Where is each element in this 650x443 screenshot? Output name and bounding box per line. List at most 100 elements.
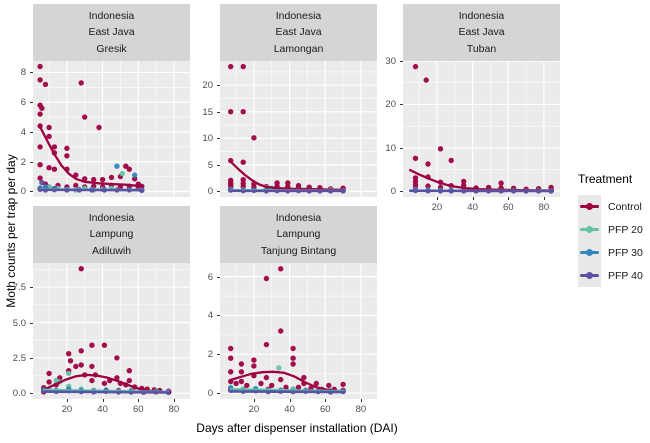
x-tick-mark — [508, 197, 510, 200]
y-tick-mark — [30, 131, 33, 133]
y-tick-mark — [217, 393, 220, 395]
x-tick-mark — [436, 197, 438, 200]
legend-key-pfp30 — [578, 241, 601, 264]
strip-label: East Java — [88, 26, 135, 39]
legend-key-pfp20 — [578, 218, 601, 241]
x-tick-mark — [102, 399, 104, 402]
strip-label: Indonesia — [88, 10, 135, 23]
facet-strip-lamongan: Indonesia East Java Lamongan — [220, 4, 377, 61]
strip-label: Adiluwih — [91, 244, 132, 257]
x-tick-label: 60 — [502, 202, 514, 213]
x-tick-mark — [360, 399, 362, 402]
x-tick-mark — [253, 399, 255, 402]
y-tick-mark — [30, 287, 33, 289]
y-tick-label: 2 — [207, 349, 213, 361]
y-tick-label: 20 — [385, 99, 396, 111]
y-tick-label: 0.0 — [12, 388, 26, 400]
strip-label: Indonesia — [275, 10, 322, 23]
x-axis-title: Days after dispenser installation (DAI) — [196, 421, 398, 435]
legend-item-pfp30: PFP 30 — [578, 241, 650, 264]
y-tick-label: 2 — [20, 156, 26, 168]
facet-panel-gresik — [33, 61, 190, 197]
facet-strip-adiluwih: Indonesia Lampung Adiluwih — [33, 206, 190, 263]
point-glyph-icon — [586, 203, 593, 210]
facet-strip-tanjung-bintang: Indonesia Lampung Tanjung Bintang — [220, 206, 377, 263]
x-tick-label: 60 — [319, 404, 331, 415]
y-tick-label: 10 — [385, 142, 396, 154]
legend-key-pfp40 — [578, 264, 601, 287]
x-tick-label: 20 — [61, 404, 73, 415]
y-tick-mark — [217, 138, 220, 140]
smooth-line-control — [42, 373, 172, 394]
legend-label: PFP 20 — [608, 223, 643, 236]
point-glyph-icon — [586, 226, 593, 233]
y-tick-mark — [217, 111, 220, 113]
x-tick-label: 40 — [97, 404, 108, 415]
facet-panel-tuban — [403, 61, 560, 197]
x-tick-mark — [472, 197, 474, 200]
x-tick-label: 40 — [284, 404, 295, 415]
strip-label: Tuban — [466, 42, 497, 55]
y-tick-label: 6 — [20, 97, 26, 109]
y-tick-mark — [30, 102, 33, 104]
facet-panel-adiluwih — [33, 263, 190, 399]
y-tick-label: 10 — [202, 133, 213, 145]
smooth-line-pfp40 — [42, 390, 170, 394]
x-tick-mark — [138, 399, 140, 402]
x-tick-mark — [289, 399, 291, 402]
facet-panel-tanjung-bintang — [220, 263, 377, 399]
legend-label: PFP 30 — [608, 246, 643, 259]
strip-label: Lampung — [89, 228, 134, 241]
facet-strip-tuban: Indonesia East Java Tuban — [403, 4, 560, 61]
y-tick-mark — [400, 61, 403, 62]
smooth-line-pfp40 — [229, 390, 345, 394]
y-tick-label: 4 — [207, 310, 213, 322]
y-tick-mark — [217, 191, 220, 193]
y-tick-label: 0 — [390, 186, 396, 198]
legend-key-control — [578, 195, 601, 218]
y-tick-mark — [400, 104, 403, 106]
y-tick-mark — [217, 354, 220, 356]
legend-title: Treatment — [578, 172, 633, 186]
smooth-line-control — [38, 125, 143, 188]
legend-item-pfp40: PFP 40 — [578, 264, 650, 287]
y-tick-mark — [217, 315, 220, 317]
strip-label: Indonesia — [275, 212, 322, 225]
x-tick-label: 20 — [431, 202, 443, 213]
strip-label: East Java — [275, 26, 322, 39]
x-tick-mark — [173, 399, 175, 402]
y-tick-label: 0 — [207, 388, 213, 400]
y-tick-mark — [217, 276, 220, 278]
y-tick-label: 4 — [20, 126, 26, 138]
y-tick-mark — [30, 191, 33, 193]
legend-item-control: Control — [578, 195, 650, 218]
strip-label: Lampung — [276, 228, 321, 241]
x-tick-mark — [325, 399, 327, 402]
y-tick-mark — [30, 72, 33, 74]
treatment-legend: Treatment Control PFP 20 PFP 30 — [578, 172, 650, 287]
strip-label: Indonesia — [458, 10, 505, 23]
y-tick-label: 5.0 — [12, 317, 26, 329]
point-glyph-icon — [586, 272, 593, 279]
strip-label: Lamongan — [273, 42, 324, 55]
strip-label: East Java — [458, 26, 505, 39]
smooth-line-control — [229, 160, 345, 191]
y-tick-mark — [217, 164, 220, 166]
x-tick-label: 60 — [132, 404, 144, 415]
x-tick-label: 20 — [248, 404, 260, 415]
y-tick-label: 6 — [207, 271, 213, 283]
strip-label: Tanjung Bintang — [260, 244, 337, 257]
y-tick-label: 7.5 — [12, 282, 26, 294]
point-glyph-icon — [586, 249, 593, 256]
y-tick-label: 2.5 — [12, 352, 26, 364]
y-tick-mark — [400, 191, 403, 193]
legend-label: PFP 40 — [608, 269, 643, 282]
facet-panel-lamongan — [220, 61, 377, 197]
strip-label: Gresik — [96, 42, 127, 55]
y-tick-label: 20 — [202, 80, 213, 92]
y-tick-mark — [30, 357, 33, 359]
y-tick-label: 30 — [385, 56, 396, 67]
strip-label: Indonesia — [88, 212, 135, 225]
y-tick-mark — [30, 393, 33, 395]
